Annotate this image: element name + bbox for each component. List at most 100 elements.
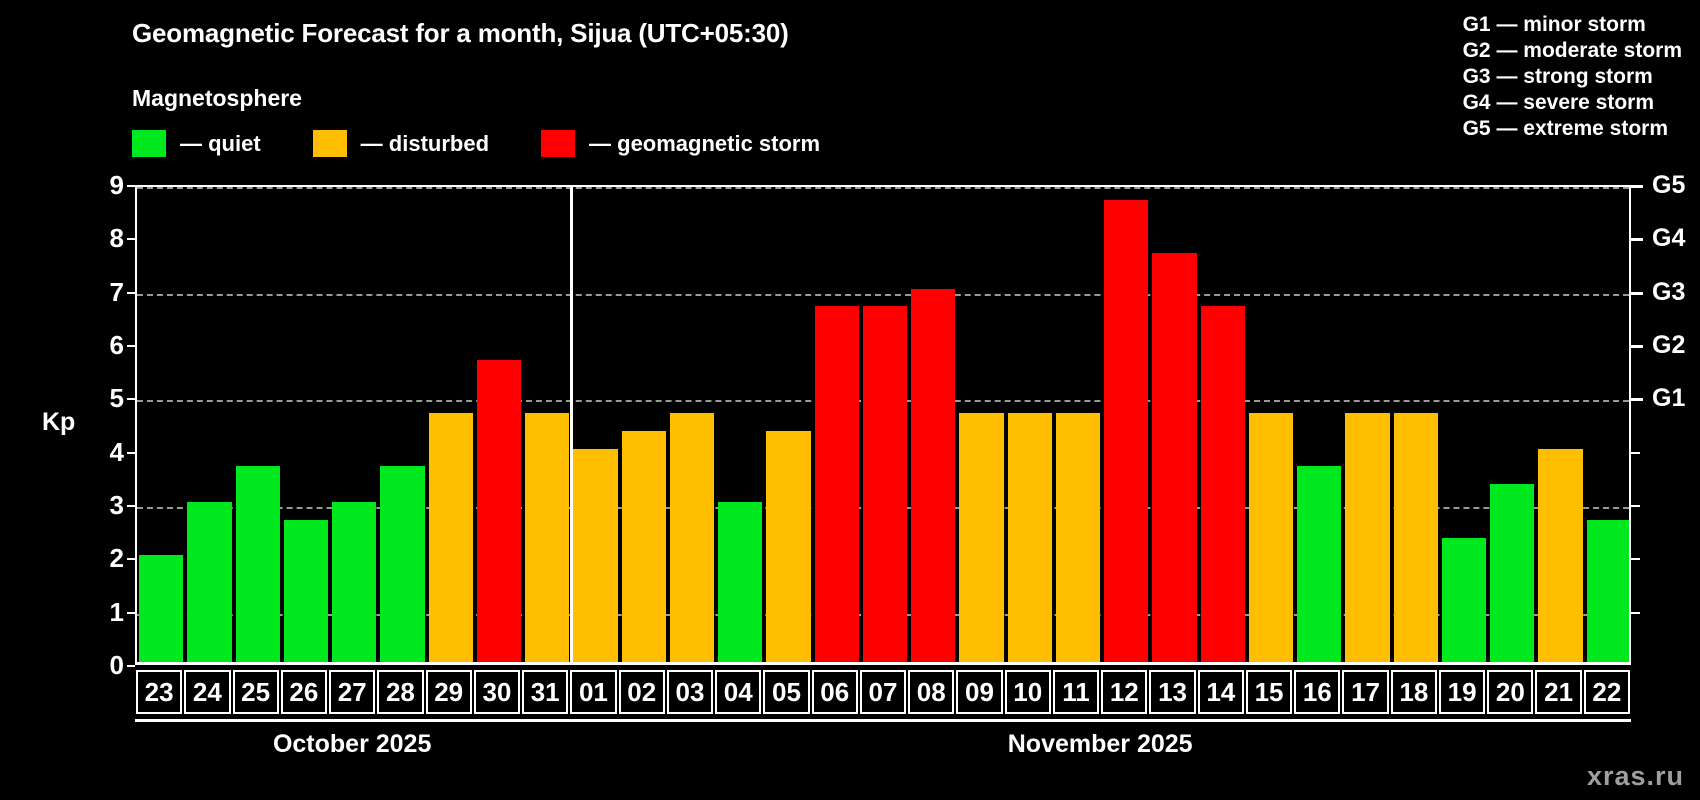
day-label-box: 20 — [1487, 670, 1534, 714]
day-label-box: 23 — [136, 670, 183, 714]
day-label-box: 05 — [763, 670, 810, 714]
day-label-box: 24 — [184, 670, 231, 714]
g-axis-minor-tick-mark — [1631, 611, 1640, 614]
bar — [1297, 466, 1342, 662]
month-label: October 2025 — [272, 730, 432, 758]
day-label-box: 08 — [908, 670, 955, 714]
day-label-box: 02 — [618, 670, 665, 714]
orange-square-icon — [312, 130, 347, 157]
day-label-box: 28 — [377, 670, 424, 714]
day-label-box: 10 — [1004, 670, 1051, 714]
bar — [959, 412, 1004, 662]
plot-inner — [137, 187, 1629, 662]
g-axis-tick-mark — [1631, 185, 1643, 188]
day-label-box: 12 — [1101, 670, 1148, 714]
bar — [862, 306, 908, 662]
day-label-box: 27 — [329, 670, 376, 714]
day-label-box: 11 — [1052, 670, 1100, 714]
bar — [428, 412, 473, 662]
g-scale-row: G3 — strong storm — [1462, 65, 1653, 88]
bar — [1007, 412, 1052, 662]
day-label-box: 30 — [473, 670, 521, 714]
g-axis-minor-tick-mark — [1631, 558, 1640, 561]
day-label-box: 16 — [1294, 670, 1341, 714]
legend-item-label: — disturbed — [360, 130, 490, 156]
bottom-axis-rule — [135, 719, 1631, 722]
day-label-box: 21 — [1535, 670, 1582, 714]
y-axis-tick-mark — [127, 185, 135, 187]
month-divider — [569, 187, 573, 662]
plot-area — [135, 185, 1631, 665]
watermark: xras.ru — [1586, 761, 1684, 791]
day-label-box: 15 — [1245, 670, 1293, 714]
bar — [814, 306, 859, 662]
day-label-box: 18 — [1390, 670, 1437, 714]
bar — [1490, 484, 1535, 662]
bar — [669, 412, 715, 662]
day-label-box: 29 — [425, 670, 472, 714]
y-axis-tick-mark — [127, 611, 135, 614]
bar — [1586, 519, 1629, 662]
y-axis-tick-mark — [127, 665, 135, 667]
bar — [766, 431, 811, 662]
day-label-box: 17 — [1342, 670, 1389, 714]
bar — [1441, 537, 1487, 662]
legend-item-label: — geomagnetic storm — [589, 130, 821, 156]
g-axis-tick-mark — [1631, 345, 1643, 348]
bar — [380, 466, 425, 662]
day-label-box: 03 — [666, 670, 714, 714]
legend-item: — geomagnetic storm — [541, 130, 872, 157]
g-axis-minor-tick-mark — [1631, 505, 1640, 507]
bar — [621, 431, 666, 662]
g-axis-tick-mark — [1631, 291, 1643, 295]
bar — [1152, 252, 1197, 662]
day-label-box: 22 — [1583, 670, 1630, 714]
day-label-box: 25 — [232, 670, 279, 714]
g-axis-tick-mark — [1631, 398, 1643, 402]
bar — [1104, 199, 1149, 662]
bar — [332, 502, 377, 662]
bar — [1538, 448, 1583, 662]
day-label-box: 31 — [522, 670, 569, 714]
day-label-box: 26 — [280, 670, 328, 714]
gridline — [137, 187, 1629, 189]
bar — [1055, 412, 1101, 662]
page-title: Geomagnetic Forecast for a month, Sijua … — [132, 18, 789, 48]
day-label-box: 04 — [715, 670, 762, 714]
y-axis-label: Kp — [42, 408, 76, 436]
y-axis-tick-mark — [127, 505, 135, 507]
bar — [573, 448, 618, 662]
day-label-box: 06 — [811, 670, 858, 714]
day-label-box: 14 — [1197, 670, 1244, 714]
day-label-box: 19 — [1438, 670, 1486, 714]
chart-subtitle: Magnetosphere — [132, 85, 302, 111]
month-label: November 2025 — [1007, 730, 1193, 758]
bar — [1345, 412, 1390, 662]
day-label-box: 01 — [570, 670, 617, 714]
bar — [525, 412, 570, 662]
g-axis-minor-tick-mark — [1631, 451, 1640, 454]
bar — [1200, 306, 1245, 662]
day-label-box: 09 — [956, 670, 1003, 714]
bar — [139, 555, 184, 662]
legend-item-label: — quiet — [180, 130, 261, 156]
bar — [911, 288, 956, 662]
bar — [1393, 412, 1438, 662]
y-axis-tick-mark — [127, 451, 135, 454]
day-label-box: 13 — [1149, 670, 1196, 714]
g-scale-row: G4 — severe storm — [1462, 91, 1655, 114]
g-scale-row: G1 — minor storm — [1462, 13, 1646, 36]
bar — [235, 466, 280, 662]
y-axis-tick-mark — [127, 398, 135, 401]
green-square-icon — [132, 130, 166, 157]
red-square-icon — [541, 130, 576, 157]
day-label-box: 07 — [859, 670, 907, 714]
g-scale-row: G5 — extreme storm — [1462, 117, 1669, 140]
g-scale-legend: G1 — minor storm G2 — moderate storm G3 — … — [1463, 12, 1682, 142]
bar — [1248, 412, 1294, 662]
bar — [718, 502, 763, 662]
gridline — [137, 293, 1629, 296]
legend-item: — disturbed — [312, 130, 541, 157]
bar — [283, 519, 329, 662]
